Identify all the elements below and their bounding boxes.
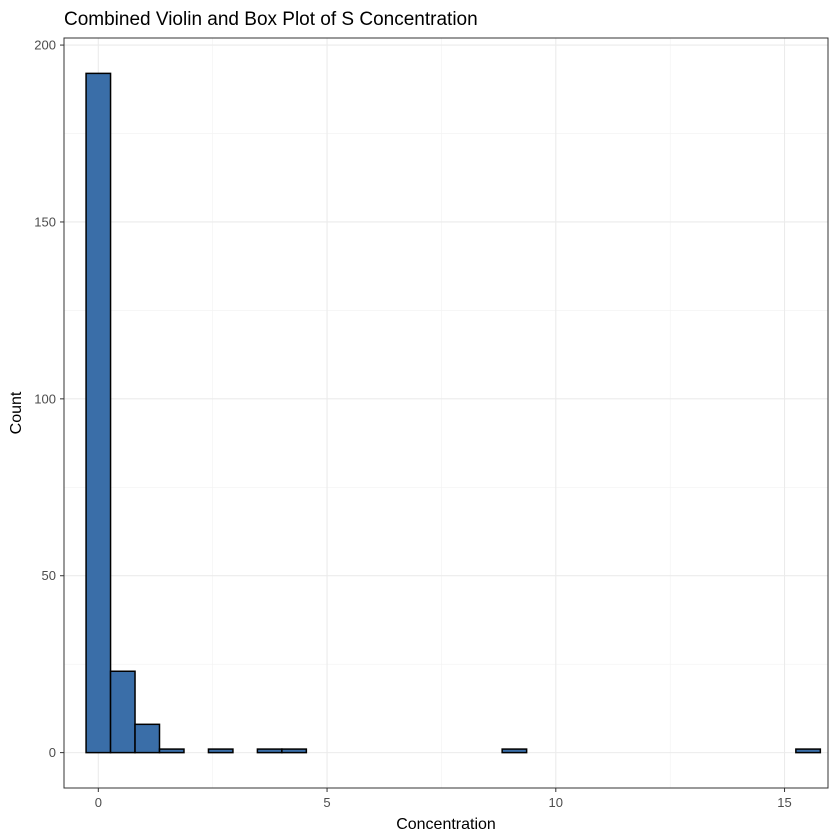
x-axis-title: Concentration — [396, 816, 496, 833]
y-tick-label: 0 — [49, 745, 56, 760]
y-tick-label: 50 — [42, 568, 56, 583]
x-tick-label: 5 — [323, 795, 330, 810]
histogram-bar — [109, 670, 136, 754]
x-axis: 0 5 10 15 — [95, 788, 792, 810]
x-tick-label: 15 — [777, 795, 791, 810]
y-tick-label: 100 — [34, 391, 56, 406]
y-tick-label: 150 — [34, 214, 56, 229]
histogram-bar — [501, 748, 528, 754]
x-tick-label: 10 — [549, 795, 563, 810]
histogram-bar — [134, 723, 161, 754]
histogram-bars — [85, 72, 822, 754]
histogram-bar — [158, 748, 185, 754]
panel-border — [63, 37, 829, 789]
histogram-bar — [256, 748, 283, 754]
chart-title: Combined Violin and Box Plot of S Concen… — [64, 9, 478, 30]
histogram-bar — [795, 748, 822, 754]
y-axis: 0 50 100 150 200 — [34, 38, 64, 760]
y-tick-label: 200 — [34, 38, 56, 53]
x-tick-label: 0 — [95, 795, 102, 810]
y-axis-title: Count — [8, 391, 25, 434]
histogram-bar — [281, 748, 308, 754]
histogram-bar — [85, 72, 112, 754]
histogram-bar — [207, 748, 234, 754]
grid-lines — [64, 38, 828, 788]
